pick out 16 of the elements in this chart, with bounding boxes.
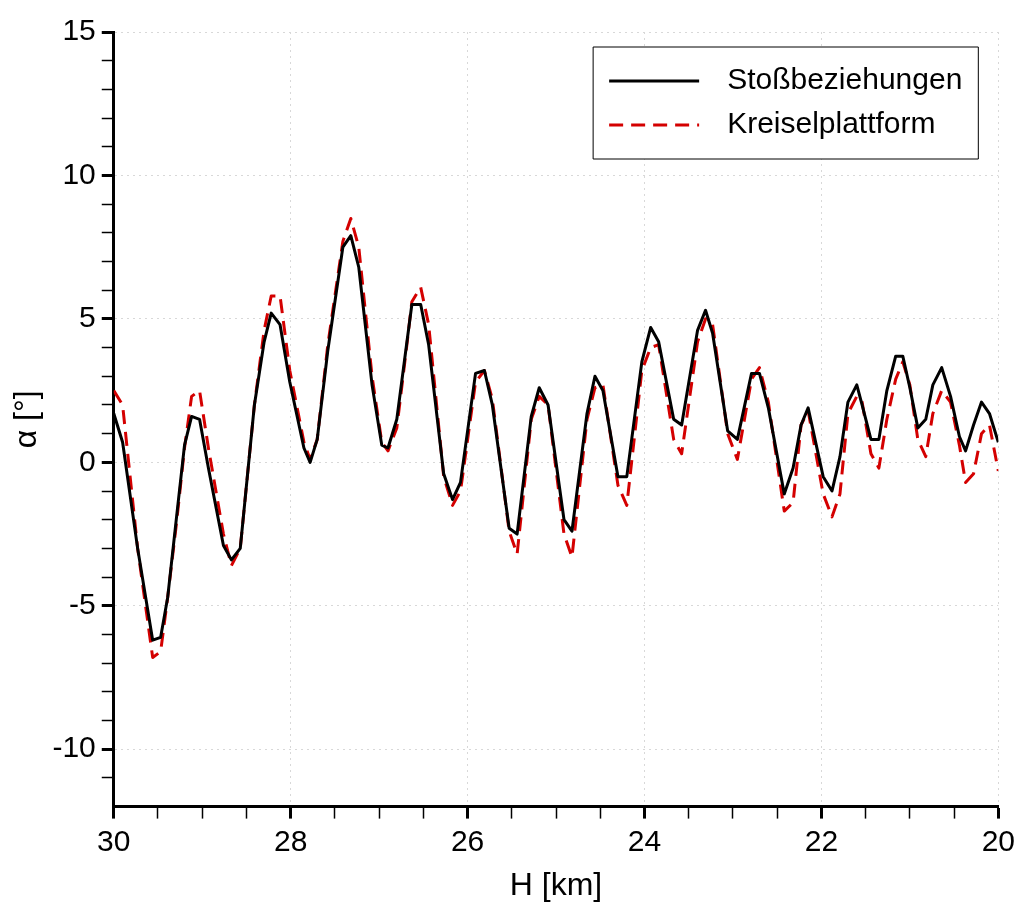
x-tick-label: 22 — [804, 823, 839, 857]
x-tick-label: 24 — [627, 823, 662, 857]
x-tick-label: 28 — [273, 823, 308, 857]
x-tick-label: 26 — [450, 823, 485, 857]
legend-label: Kreiselplattform — [727, 106, 936, 140]
y-tick-label: 15 — [62, 13, 96, 47]
legend-label: Stoßbeziehungen — [727, 62, 963, 96]
x-tick-label: 20 — [981, 823, 1015, 857]
x-axis-title: H [km] — [509, 865, 603, 902]
y-tick-label: -5 — [69, 587, 96, 621]
y-tick-label: 5 — [79, 300, 96, 334]
y-tick-label: 10 — [62, 156, 96, 190]
x-tick-label: 30 — [97, 823, 131, 857]
y-axis-title: α [°] — [7, 390, 44, 449]
y-tick-label: -10 — [52, 730, 96, 764]
y-tick-label: 0 — [79, 443, 96, 477]
